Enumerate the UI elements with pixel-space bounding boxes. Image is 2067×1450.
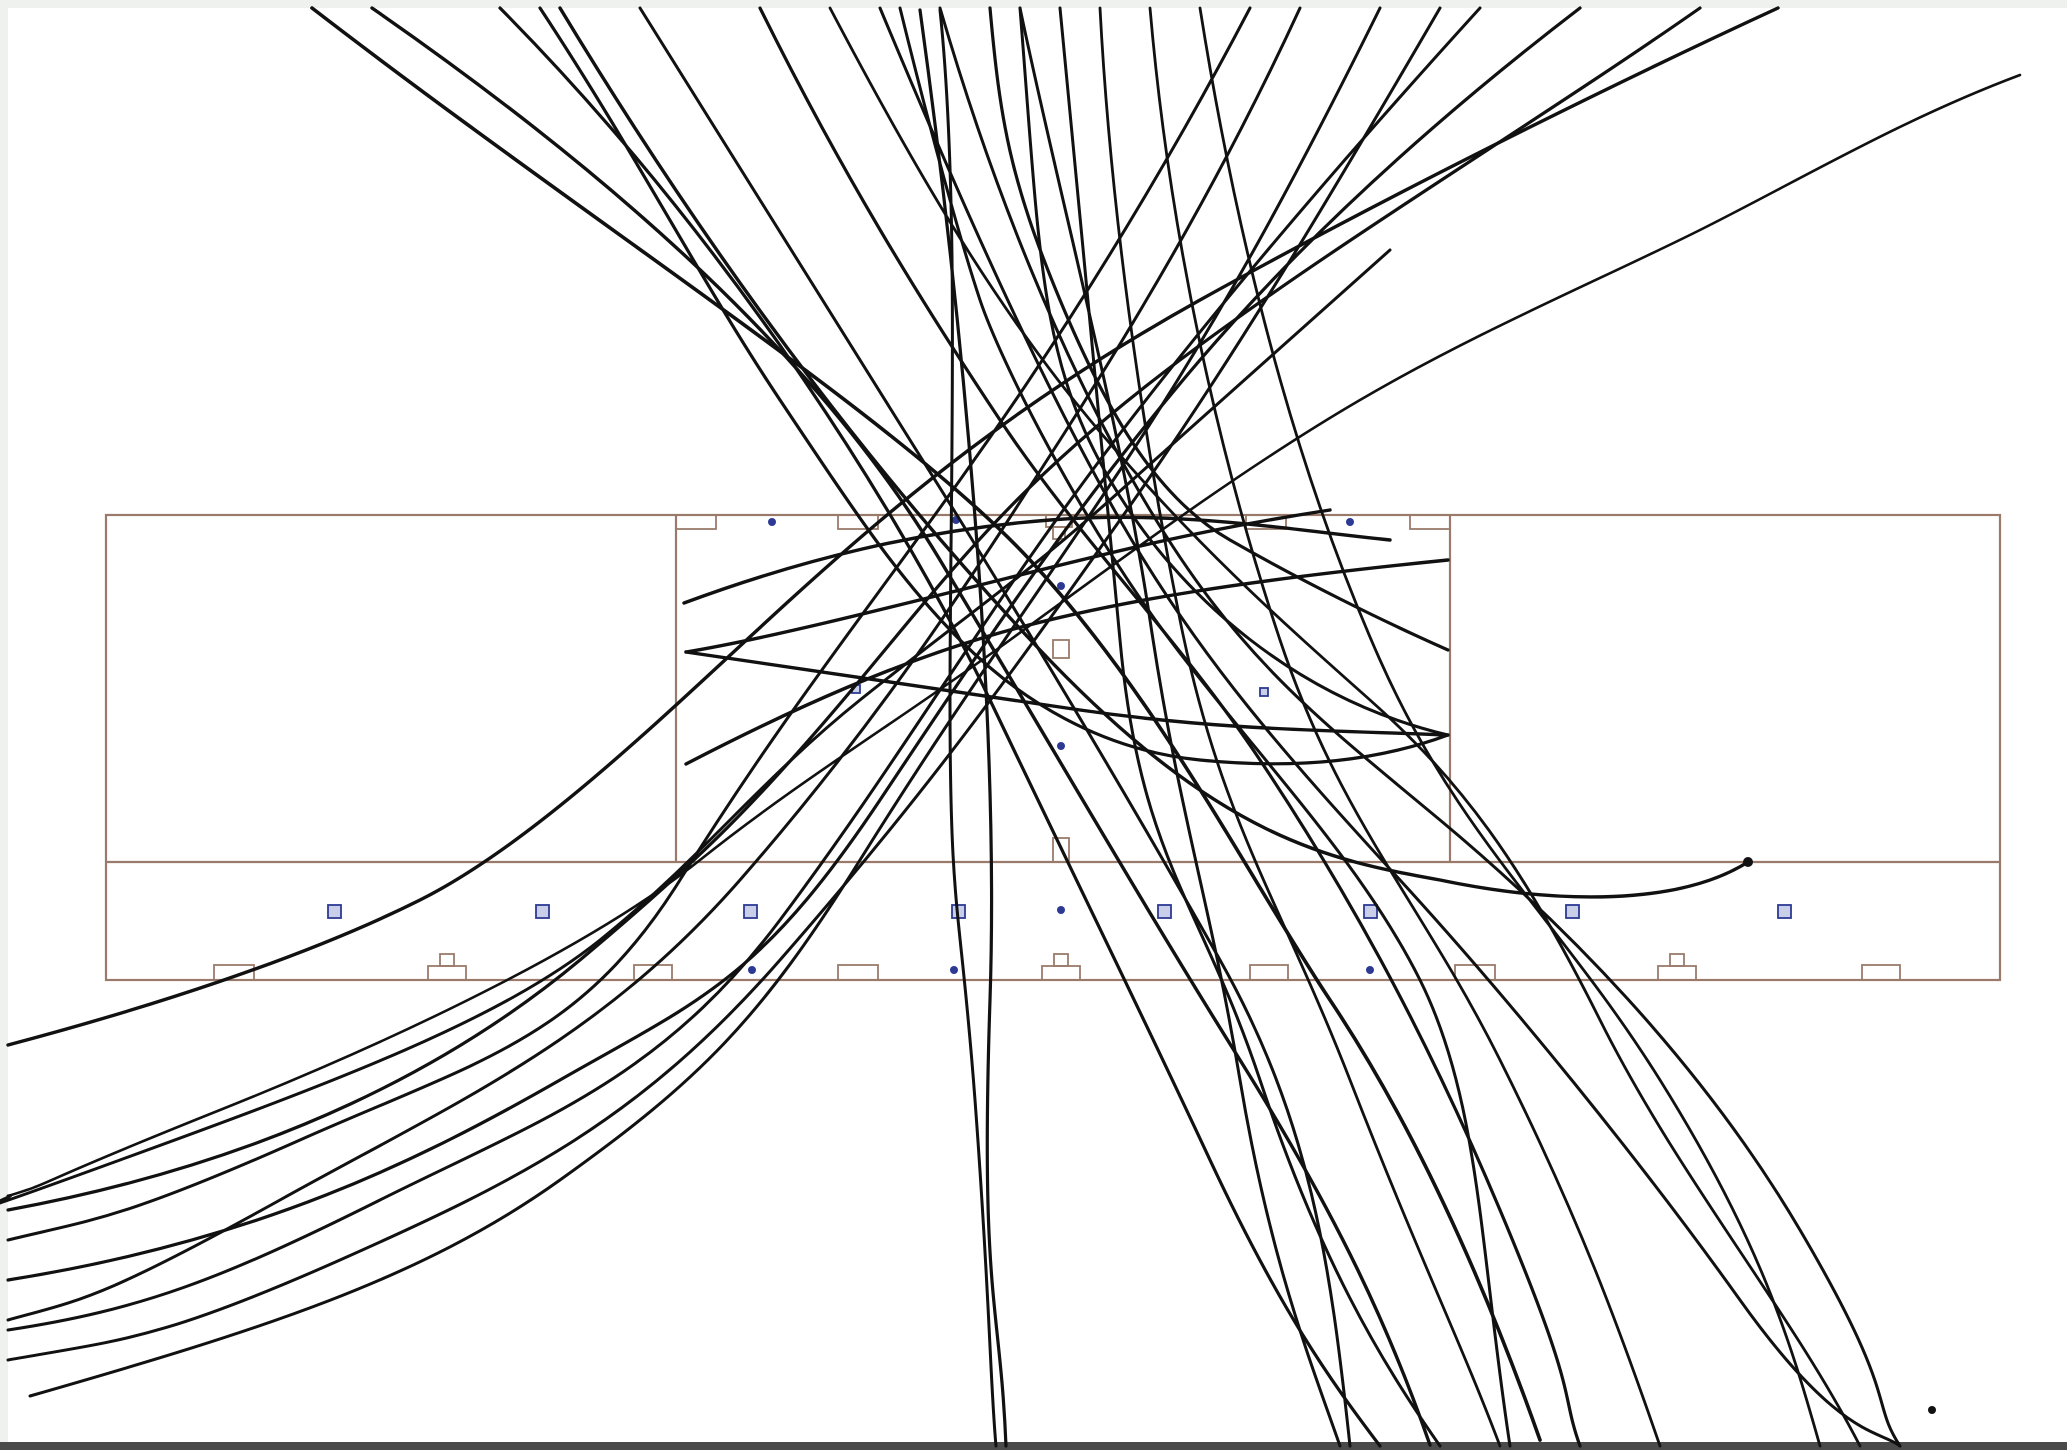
blue-dot-marker — [748, 966, 756, 974]
ink-stroke — [1058, 6, 1442, 1448]
wall-fixture — [633, 964, 673, 981]
ink-stroke — [28, 6, 1382, 1398]
bottom-wall-fixtures — [213, 953, 1901, 981]
blue-square-marker — [327, 904, 342, 919]
wall-fixture — [1041, 965, 1081, 981]
floor-plan — [104, 513, 2002, 982]
wall-fixture — [1245, 514, 1287, 530]
ink-stroke — [938, 8, 998, 1448]
ink-stroke — [682, 515, 1392, 605]
wall-fixture — [675, 514, 717, 530]
ink-stroke — [6, 6, 1482, 1332]
ink-stroke — [1018, 6, 1450, 737]
ink-stroke — [878, 6, 1902, 1448]
ink-stroke — [310, 6, 1542, 1442]
ink-stroke — [938, 6, 1902, 1448]
blue-square-marker — [535, 904, 550, 919]
blue-square-marker — [1777, 904, 1792, 919]
blue-dot-marker — [1057, 582, 1065, 590]
ink-stroke — [988, 6, 1450, 652]
blue-square-marker — [743, 904, 758, 919]
ink-stroke — [1198, 6, 1822, 1448]
sheet-edge-bottom — [0, 1442, 2067, 1450]
ink-stroke — [6, 73, 2022, 1198]
blue-dot-marker — [768, 518, 776, 526]
wall-fixture — [1053, 953, 1069, 967]
room-markers — [748, 516, 1374, 974]
sheet-edge-left — [0, 0, 8, 1450]
ink-dot — [1743, 857, 1753, 867]
wall-fixture — [837, 964, 879, 981]
room-fixtures — [1052, 639, 1070, 863]
blue-square-marker — [1363, 904, 1378, 919]
room-fixture — [1052, 639, 1070, 659]
ink-stroke — [370, 6, 1432, 1447]
ink-stroke — [758, 6, 1582, 1448]
ink-stroke — [6, 6, 1302, 1322]
wall-fixture — [1657, 965, 1697, 981]
ink-stroke — [6, 6, 1252, 1242]
blue-dot-marker — [1366, 966, 1374, 974]
ink-stroke — [6, 6, 1780, 1047]
ink-stroke — [558, 6, 1750, 899]
ink-strokes — [0, 6, 2022, 1448]
blue-dot-marker — [1057, 906, 1065, 914]
ink-stroke — [1018, 6, 1342, 1448]
blue-square-marker — [1259, 687, 1269, 697]
ink-stroke — [6, 6, 1442, 1362]
blue-dot-marker — [1057, 742, 1065, 750]
ink-stroke — [684, 650, 1450, 737]
wall-fixture — [1861, 964, 1901, 981]
blue-square-marker — [1565, 904, 1580, 919]
ink-stroke — [828, 6, 1862, 1448]
blue-square-marker — [1157, 904, 1172, 919]
ink-stroke — [538, 6, 1450, 766]
ink-stroke — [498, 6, 1382, 1448]
blue-dot-marker — [1346, 518, 1354, 526]
ink-stroke — [1098, 6, 1502, 1448]
ink-stroke — [918, 8, 1008, 1448]
sheet-edge-top — [0, 0, 2067, 8]
wall-fixture — [1409, 514, 1451, 530]
ink-dot — [1928, 1406, 1936, 1414]
ink-stroke — [0, 248, 1392, 1205]
blue-dot-marker — [950, 966, 958, 974]
wall-fixture — [439, 953, 455, 967]
ink-stroke — [1148, 6, 1662, 1448]
ink-stroke — [6, 6, 1702, 1212]
ink-stroke — [6, 6, 1582, 1282]
wall-fixture — [1454, 964, 1496, 981]
room-fixture — [1052, 837, 1070, 863]
wall-fixture — [1249, 964, 1289, 981]
ink-stroke — [684, 558, 1450, 766]
wall-fixture — [1669, 953, 1685, 967]
wall-fixture — [427, 965, 467, 981]
wall-fixture — [213, 964, 255, 981]
ink-stroke — [684, 508, 1332, 654]
